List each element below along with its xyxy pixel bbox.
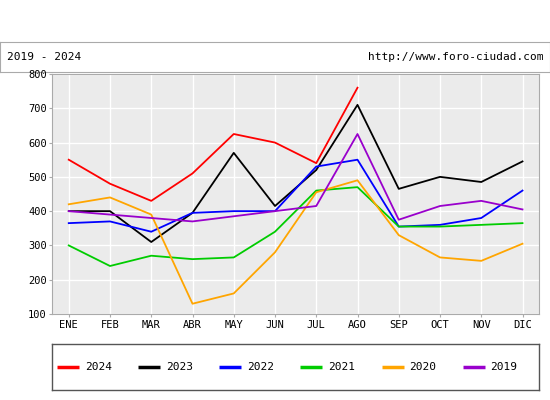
- Text: http://www.foro-ciudad.com: http://www.foro-ciudad.com: [368, 52, 543, 62]
- Text: 2022: 2022: [247, 362, 274, 372]
- Text: 2023: 2023: [166, 362, 193, 372]
- Text: 2019 - 2024: 2019 - 2024: [7, 52, 81, 62]
- Text: 2024: 2024: [85, 362, 112, 372]
- Text: 2019: 2019: [491, 362, 518, 372]
- Text: Evolucion Nº Turistas Extranjeros en el municipio de Langreo: Evolucion Nº Turistas Extranjeros en el …: [35, 14, 515, 28]
- Text: 2021: 2021: [328, 362, 355, 372]
- Text: 2020: 2020: [409, 362, 436, 372]
